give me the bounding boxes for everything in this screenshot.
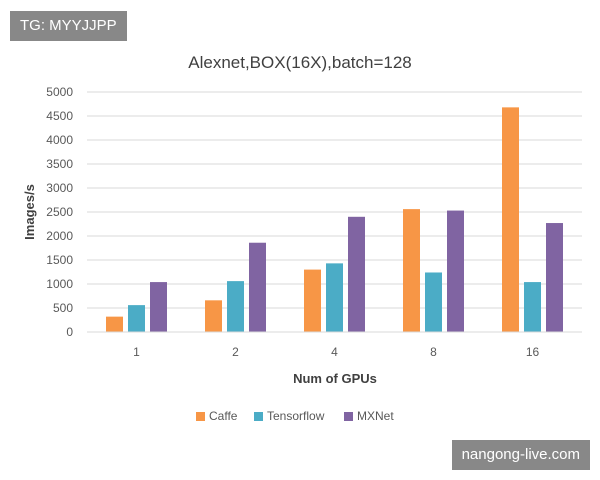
legend-label-mxnet: MXNet — [357, 409, 394, 423]
bar-tensorflow-1 — [128, 305, 145, 332]
watermark-bottom: nangong-live.com — [451, 440, 590, 470]
y-tick-label: 3000 — [46, 181, 73, 195]
bar-tensorflow-8 — [425, 272, 442, 332]
y-tick-label: 4000 — [46, 133, 73, 147]
x-tick-label: 8 — [430, 345, 437, 359]
x-tick-label: 2 — [232, 345, 239, 359]
gridlines — [87, 91, 582, 309]
legend: Caffe Tensorflow MXNet — [196, 409, 394, 423]
bar-caffe-4 — [304, 269, 321, 332]
y-tick-label: 2500 — [46, 205, 73, 219]
y-tick-label: 5000 — [46, 85, 73, 99]
y-tick-label: 1500 — [46, 253, 73, 267]
bar-tensorflow-4 — [326, 263, 343, 332]
legend-swatch-caffe — [196, 412, 205, 421]
bar-mxnet-4 — [348, 216, 365, 332]
y-tick-label: 500 — [53, 301, 73, 315]
bar-tensorflow-2 — [227, 281, 244, 332]
y-tick-label: 0 — [66, 325, 73, 339]
y-tick-label: 4500 — [46, 109, 73, 123]
bar-caffe-16 — [502, 107, 519, 332]
watermark-top: TG: MYYJJPP — [10, 11, 127, 41]
y-tick-labels: 0 500 1000 1500 2000 2500 3000 3500 4000 4500 5000 — [46, 85, 73, 339]
bars — [106, 107, 563, 332]
y-axis-title: Images/s — [22, 184, 37, 240]
legend-label-caffe: Caffe — [209, 409, 238, 423]
x-tick-label: 4 — [331, 345, 338, 359]
bar-tensorflow-16 — [524, 282, 541, 332]
legend-swatch-mxnet — [344, 412, 353, 421]
bar-mxnet-8 — [447, 210, 464, 332]
bar-caffe-8 — [403, 209, 420, 332]
y-tick-label: 1000 — [46, 277, 73, 291]
bar-caffe-1 — [106, 316, 123, 332]
x-tick-label: 1 — [133, 345, 140, 359]
legend-swatch-tensorflow — [254, 412, 263, 421]
chart-title: Alexnet,BOX(16X),batch=128 — [188, 53, 412, 72]
bar-caffe-2 — [205, 300, 222, 332]
legend-label-tensorflow: Tensorflow — [267, 409, 325, 423]
bar-mxnet-16 — [546, 223, 563, 332]
x-tick-label: 16 — [526, 345, 540, 359]
x-tick-labels: 1 2 4 8 16 — [133, 345, 539, 359]
bar-mxnet-1 — [150, 282, 167, 332]
bar-mxnet-2 — [249, 242, 266, 332]
y-tick-label: 3500 — [46, 157, 73, 171]
y-tick-label: 2000 — [46, 229, 73, 243]
x-axis-title: Num of GPUs — [293, 371, 377, 386]
